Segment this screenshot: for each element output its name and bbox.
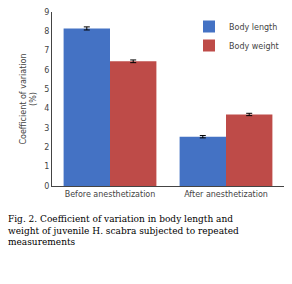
svg-text:5: 5 [44, 85, 49, 94]
svg-text:6: 6 [44, 66, 49, 75]
svg-text:Body weight: Body weight [229, 42, 279, 51]
svg-text:7: 7 [44, 46, 49, 55]
svg-text:Fig. 2. Coefficient of variati: Fig. 2. Coefficient of variation in body… [8, 214, 239, 247]
svg-text:2: 2 [44, 143, 49, 152]
svg-text:1: 1 [44, 162, 49, 171]
svg-text:Coefficient of variation(%): Coefficient of variation(%) [19, 53, 38, 144]
svg-text:4: 4 [44, 104, 49, 113]
svg-text:9: 9 [44, 8, 49, 17]
svg-text:After anesthetization: After anesthetization [184, 190, 268, 199]
svg-text:Before anesthetization: Before anesthetization [65, 190, 156, 199]
svg-text:8: 8 [44, 27, 49, 36]
svg-text:3: 3 [44, 124, 49, 133]
svg-text:0: 0 [44, 182, 49, 191]
svg-text:Body length: Body length [229, 23, 277, 32]
